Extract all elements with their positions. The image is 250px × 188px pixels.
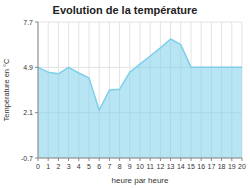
x-tick — [160, 158, 161, 161]
x-tick — [78, 158, 79, 161]
grid — [38, 22, 242, 158]
x-tick — [109, 158, 110, 161]
x-grid-line — [38, 22, 39, 158]
x-tick — [89, 158, 90, 161]
x-tick-label: 17 — [208, 163, 216, 170]
x-tick-label: 1 — [46, 163, 50, 170]
x-tick — [150, 158, 151, 161]
axes: 01234567891011121314151617181920-0.72.14… — [21, 19, 246, 171]
x-tick — [129, 158, 130, 161]
x-tick-label: 20 — [238, 163, 246, 170]
x-tick-label: 13 — [167, 163, 175, 170]
x-tick-label: 8 — [118, 163, 122, 170]
y-tick-label: 4.9 — [23, 64, 33, 71]
x-tick-label: 5 — [87, 163, 91, 170]
y-axis-label: Température en °C — [2, 58, 11, 122]
y-tick — [35, 67, 38, 68]
x-tick — [242, 158, 243, 161]
x-tick — [58, 158, 59, 161]
y-tick — [35, 158, 38, 159]
x-tick-label: 18 — [218, 163, 226, 170]
x-tick — [119, 158, 120, 161]
y-tick-label: 2.1 — [23, 109, 33, 116]
x-axis-label: heure par heure — [112, 176, 169, 185]
x-tick — [99, 158, 100, 161]
x-tick-label: 19 — [228, 163, 236, 170]
chart-container: 01234567891011121314151617181920-0.72.14… — [0, 0, 250, 188]
x-tick — [231, 158, 232, 161]
y-tick-label: -0.7 — [21, 155, 33, 162]
y-tick — [35, 22, 38, 23]
x-tick-label: 7 — [107, 163, 111, 170]
x-tick-label: 6 — [97, 163, 101, 170]
plot-area — [38, 39, 242, 158]
x-tick — [191, 158, 192, 161]
x-tick — [140, 158, 141, 161]
y-tick — [35, 112, 38, 113]
x-tick-label: 14 — [177, 163, 185, 170]
x-tick-label: 3 — [67, 163, 71, 170]
x-tick — [170, 158, 171, 161]
x-tick-label: 2 — [56, 163, 60, 170]
area-fill — [38, 39, 242, 158]
x-tick — [201, 158, 202, 161]
x-tick-label: 12 — [157, 163, 165, 170]
x-tick — [211, 158, 212, 161]
x-tick — [68, 158, 69, 161]
chart: 01234567891011121314151617181920-0.72.14… — [0, 0, 250, 188]
x-tick-label: 0 — [36, 163, 40, 170]
x-tick — [180, 158, 181, 161]
x-tick-label: 11 — [147, 163, 154, 170]
y-tick-label: 7.7 — [23, 19, 33, 26]
area-line — [38, 39, 242, 110]
y-axis-line — [38, 22, 39, 158]
y-grid-line — [38, 22, 242, 23]
x-tick-label: 10 — [136, 163, 144, 170]
x-tick-label: 9 — [128, 163, 132, 170]
x-tick-label: 4 — [77, 163, 81, 170]
x-tick-label: 15 — [187, 163, 195, 170]
x-tick — [48, 158, 49, 161]
chart-title: Evolution de la température — [53, 4, 198, 16]
x-tick-label: 16 — [197, 163, 205, 170]
x-tick — [221, 158, 222, 161]
